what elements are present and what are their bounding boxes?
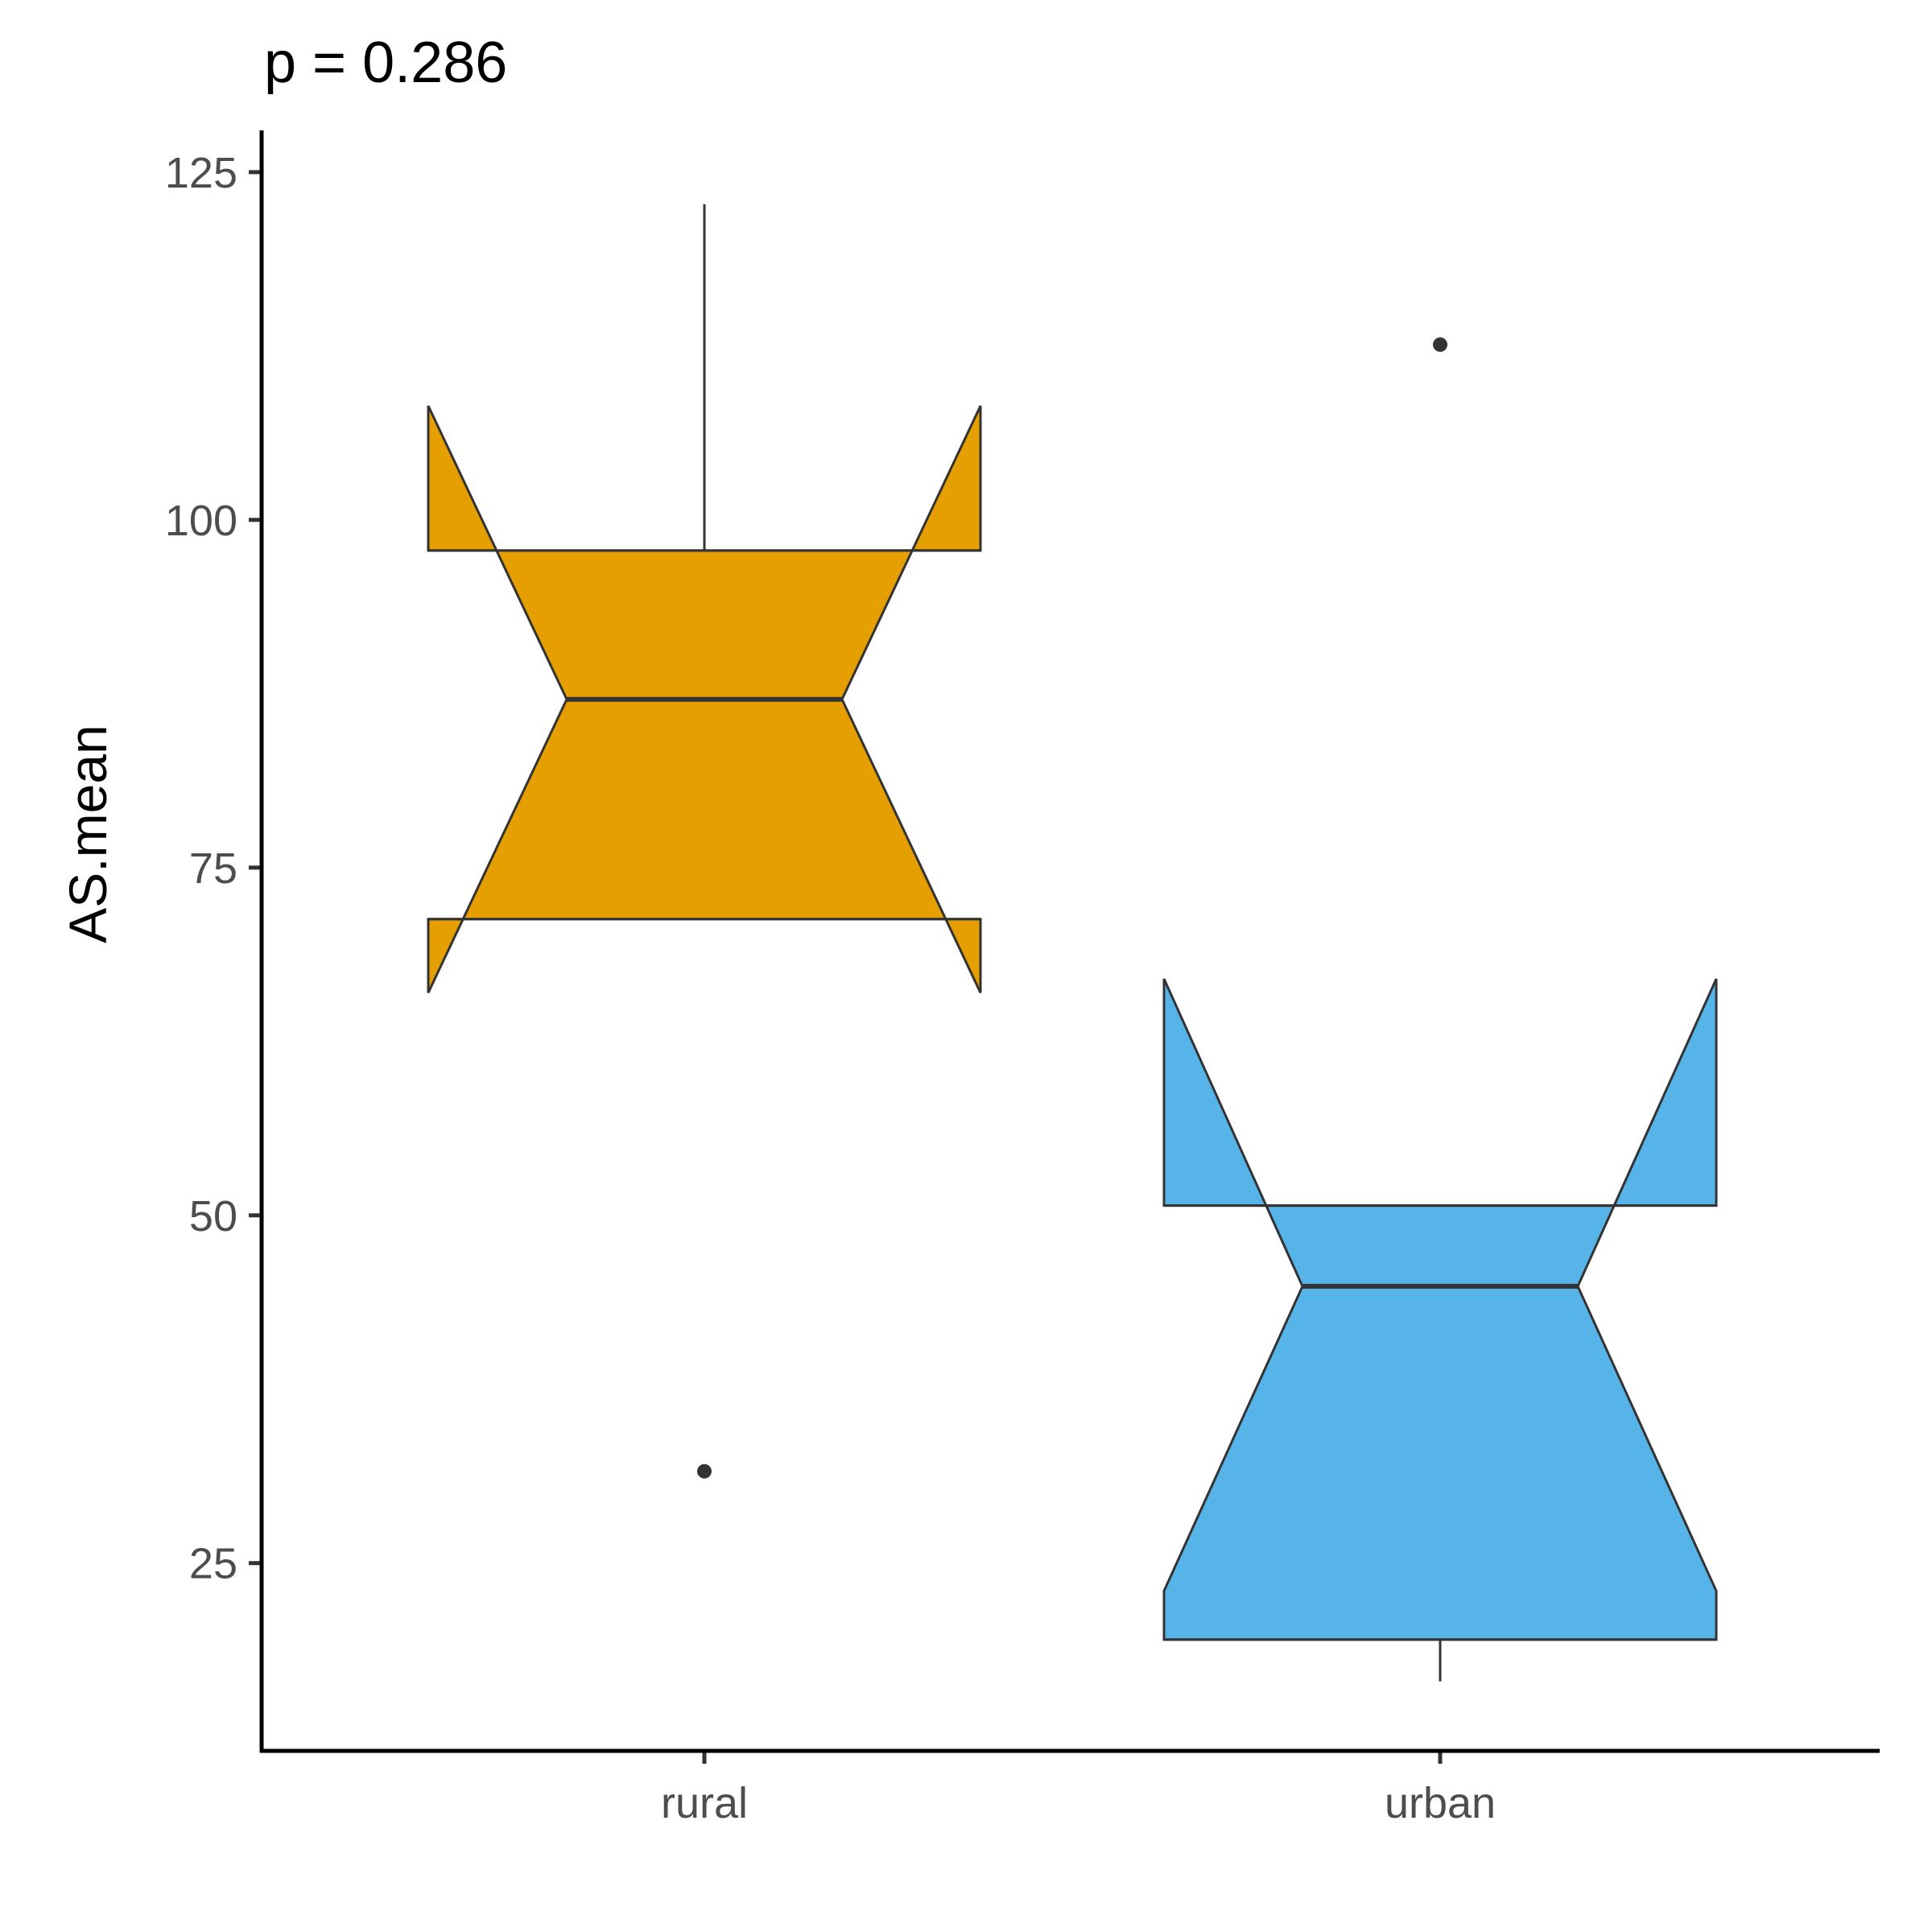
p-value-annotation: p = 0.286	[264, 31, 507, 95]
x-tick-label-rural: rural	[661, 1779, 748, 1827]
box-urban	[1162, 978, 1718, 1641]
outlier-point-urban-0	[1433, 337, 1447, 353]
x-tick-label-urban: urban	[1385, 1779, 1496, 1827]
outlier-point-rural-0	[697, 1463, 712, 1479]
y-tick-label-50: 50	[189, 1192, 237, 1241]
y-tick-label-125: 125	[165, 149, 237, 197]
plot-area: rural urban 25 50 75 100 125	[165, 130, 1880, 1827]
y-axis-title: AS.mean	[58, 724, 118, 943]
y-tick-label-75: 75	[189, 844, 237, 893]
y-tick-label-100: 100	[165, 497, 237, 545]
y-tick-label-25: 25	[189, 1540, 237, 1588]
